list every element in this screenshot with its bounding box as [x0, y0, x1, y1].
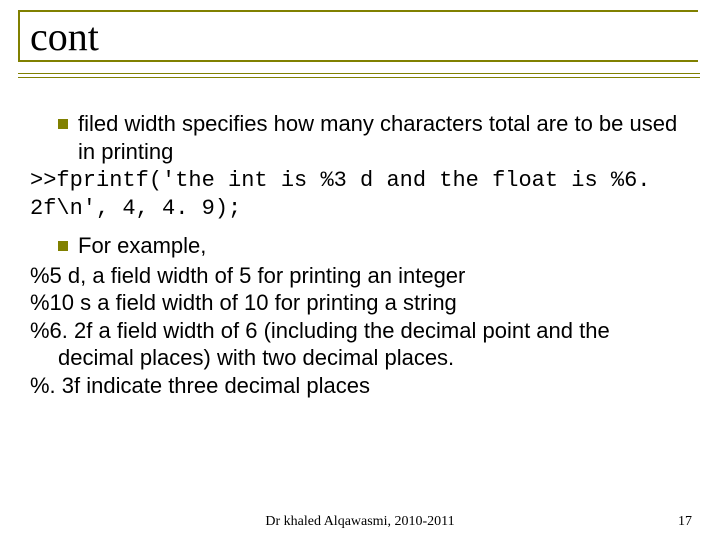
- bullet-2-text: For example,: [78, 232, 206, 260]
- slide-title: cont: [30, 16, 688, 58]
- page-number: 17: [678, 514, 692, 530]
- bullet-1-text: filed width specifies how many character…: [78, 110, 690, 165]
- accent-line-2: [18, 77, 700, 78]
- slide: cont filed width specifies how many char…: [0, 0, 720, 540]
- bullet-2: For example,: [30, 232, 690, 260]
- body-content: filed width specifies how many character…: [30, 110, 690, 399]
- bullet-1: filed width specifies how many character…: [30, 110, 690, 165]
- title-box: cont: [18, 10, 698, 62]
- accent-line-1: [18, 73, 700, 74]
- line-4: %. 3f indicate three decimal places: [30, 372, 690, 400]
- line-1: %5 d, a field width of 5 for printing an…: [30, 262, 690, 290]
- bullet-icon: [58, 241, 68, 251]
- line-3-text: %6. 2f a field width of 6 (including the…: [30, 317, 690, 372]
- footer-text: Dr khaled Alqawasmi, 2010-2011: [0, 514, 720, 530]
- line-3: %6. 2f a field width of 6 (including the…: [30, 317, 690, 372]
- bullet-icon: [58, 119, 68, 129]
- code-block-1: >>fprintf('the int is %3 d and the float…: [30, 167, 690, 222]
- line-2: %10 s a field width of 10 for printing a…: [30, 289, 690, 317]
